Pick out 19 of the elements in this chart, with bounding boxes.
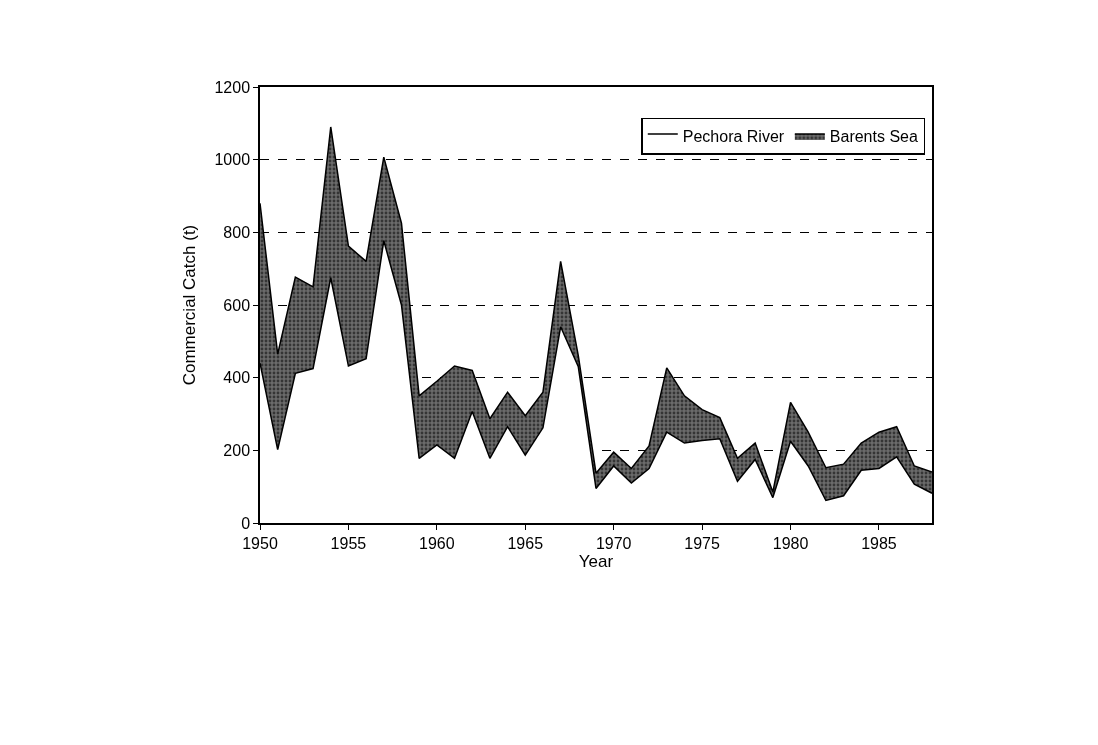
x-tick-label: 1950: [242, 534, 278, 552]
y-tick-label: 1000: [214, 151, 251, 169]
x-tick-label: 1955: [330, 534, 367, 552]
y-tick-label: 800: [223, 223, 251, 241]
x-axis-title: Year: [578, 551, 614, 571]
y-axis-title: Commercial Catch (t): [179, 224, 199, 386]
y-tick-label: 1200: [214, 78, 251, 96]
x-tick-label: 1970: [595, 534, 632, 552]
x-tick-label: 1980: [772, 534, 809, 552]
y-tick-label: 200: [223, 441, 251, 459]
y-tick-label: 600: [223, 296, 251, 314]
x-tick-label: 1965: [507, 534, 544, 552]
y-tick-label: 0: [241, 514, 251, 532]
x-tick-label: 1960: [419, 534, 455, 552]
x-tick-label: 1985: [861, 534, 897, 552]
legend-label: Pechora River: [682, 128, 785, 146]
y-tick-label: 400: [223, 369, 251, 387]
legend-label: Barents Sea: [829, 128, 918, 146]
x-tick-label: 1975: [684, 534, 721, 552]
